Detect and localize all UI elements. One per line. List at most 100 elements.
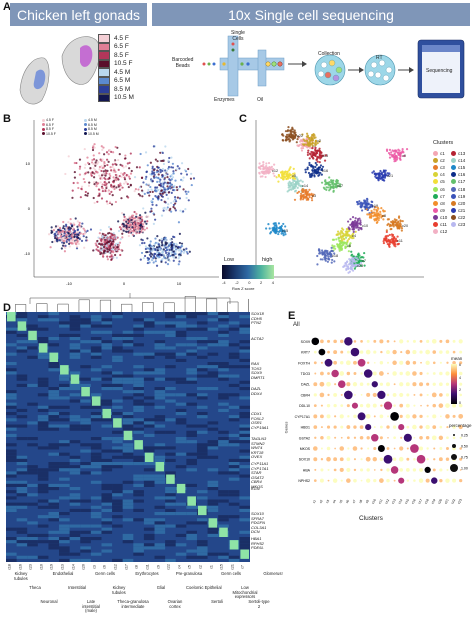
umap-b-point bbox=[178, 241, 182, 245]
umap-b-point bbox=[155, 204, 158, 207]
heatmap-cell bbox=[6, 558, 17, 562]
umap-b-point bbox=[78, 173, 82, 176]
umap-c-point bbox=[268, 168, 271, 171]
umap-c-point bbox=[371, 200, 374, 204]
cluster-legend-label: c21 bbox=[458, 207, 466, 213]
heatmap-cell bbox=[207, 327, 219, 331]
heatmap-cell bbox=[59, 512, 70, 516]
dotplot-dot bbox=[399, 360, 404, 365]
umap-b-point bbox=[158, 239, 161, 242]
dotplot-dot bbox=[379, 382, 384, 386]
dotplot-dot bbox=[452, 425, 456, 429]
heatmap-cell bbox=[90, 393, 102, 397]
umap-b-point bbox=[152, 245, 155, 249]
umap-c-point bbox=[386, 239, 389, 243]
heatmap-cell bbox=[101, 399, 113, 403]
umap-b-point bbox=[54, 232, 57, 235]
umap-c-point bbox=[286, 136, 289, 139]
umap-b-point bbox=[156, 180, 159, 183]
umap-c-point bbox=[385, 229, 388, 232]
heatmap-cell bbox=[69, 346, 81, 350]
umap-b-point bbox=[114, 253, 117, 257]
umap-b-point bbox=[192, 177, 196, 180]
heatmap-column-label: c7 bbox=[240, 565, 245, 569]
heatmap-cell bbox=[154, 343, 166, 347]
umap-b-point bbox=[140, 223, 143, 226]
umap-b-point bbox=[97, 249, 100, 252]
heatmap-gene-group: RAX TOX3 SOX9 DMRT1 bbox=[251, 361, 265, 380]
umap-b-point bbox=[151, 170, 154, 173]
stage-label: 6.5 M bbox=[114, 77, 131, 85]
umap-b-point bbox=[171, 162, 175, 165]
umap-c-point bbox=[325, 182, 328, 185]
heatmap-celltype-label: Germ cells bbox=[94, 571, 115, 576]
percentage-legend-title: percentage bbox=[449, 423, 472, 428]
dotplot-cluster-label: c17 bbox=[417, 498, 423, 505]
umap-c-point bbox=[382, 218, 385, 221]
heatmap-cell bbox=[59, 374, 70, 378]
umap-c-point bbox=[296, 186, 299, 189]
dotplot-dot bbox=[399, 339, 404, 344]
dotplot-dot bbox=[334, 436, 337, 439]
umap-c-point bbox=[311, 139, 314, 142]
umap-b-point bbox=[170, 248, 173, 251]
dotplot-dot bbox=[353, 478, 357, 483]
umap-b-point bbox=[73, 161, 76, 165]
dotplot-dot bbox=[360, 394, 363, 396]
heatmap-cell bbox=[69, 427, 81, 431]
heatmap-gene-label: GSAT2 bbox=[251, 474, 264, 480]
umap-c-point bbox=[386, 234, 390, 238]
umap-c-point bbox=[367, 203, 370, 206]
umap-b-point bbox=[105, 200, 108, 203]
umap-b-point bbox=[147, 188, 150, 191]
umap-b-point bbox=[108, 200, 112, 203]
umap-b-point bbox=[104, 174, 107, 177]
umap-c-point bbox=[306, 132, 309, 135]
umap-b-point bbox=[58, 226, 62, 229]
heatmap-marker-block bbox=[197, 505, 207, 516]
umap-b-point bbox=[133, 210, 136, 214]
dotplot-dot bbox=[320, 404, 323, 407]
dotplot-dot bbox=[340, 436, 343, 439]
cluster-legend-label: c13 bbox=[458, 151, 466, 157]
umap-b-point bbox=[62, 239, 65, 243]
heatmap-cell bbox=[27, 402, 38, 406]
dotplot-dot bbox=[405, 371, 411, 376]
heatmap-cell bbox=[80, 462, 91, 466]
heatmap-cell bbox=[186, 352, 197, 356]
umap-c-point bbox=[291, 177, 295, 180]
dotplot-dot bbox=[412, 361, 417, 365]
heatmap-cell bbox=[143, 396, 155, 400]
umap-b-point bbox=[112, 179, 116, 182]
heatmap-cell bbox=[112, 377, 123, 381]
heatmap-celltype-label: Low Mitochondrial expressors bbox=[232, 585, 258, 600]
heatmap-cell bbox=[27, 502, 38, 506]
cluster-legend: c1 c13 c2 c14 c3 c15 c4 c16 c5 c17 c6 c18 c7 c19 c8 c20… bbox=[433, 150, 469, 235]
cluster-legend-dot bbox=[451, 165, 456, 171]
heatmap-gene-label: STAR bbox=[251, 470, 262, 476]
stage-legend: 4.5 F 6.5 F 8.5 F 10.5 F 4.5 M 6.5 M 8.5 M 10.5… bbox=[98, 34, 134, 102]
heatmap-gene-label: STMN2 bbox=[251, 440, 265, 446]
umap-c-point bbox=[319, 252, 322, 255]
dotplot-cluster-label: c4 bbox=[332, 499, 337, 504]
dotplot-cluster-label: c18 bbox=[424, 498, 430, 505]
umap-b-point bbox=[119, 184, 122, 187]
umap-c-point bbox=[262, 160, 265, 164]
stage-label: 4.5 F bbox=[114, 34, 129, 42]
umap-b-point bbox=[184, 208, 187, 211]
umap-b-point bbox=[172, 186, 175, 189]
heatmap-cell bbox=[69, 530, 81, 534]
heatmap-cell bbox=[37, 393, 49, 397]
umap-c-point bbox=[296, 180, 299, 183]
dotplot-dot bbox=[412, 382, 417, 387]
umap-b-point bbox=[121, 164, 124, 167]
mean-color-bar bbox=[451, 364, 457, 404]
heatmap-cell bbox=[207, 371, 219, 375]
heatmap-cell bbox=[80, 383, 91, 387]
umap-b-point bbox=[122, 219, 126, 222]
heatmap-cell bbox=[154, 377, 166, 381]
umap-b-point bbox=[182, 210, 185, 213]
heatmap-cell bbox=[6, 368, 17, 372]
umap-c-point bbox=[299, 179, 302, 182]
dotplot-dot bbox=[319, 392, 325, 398]
